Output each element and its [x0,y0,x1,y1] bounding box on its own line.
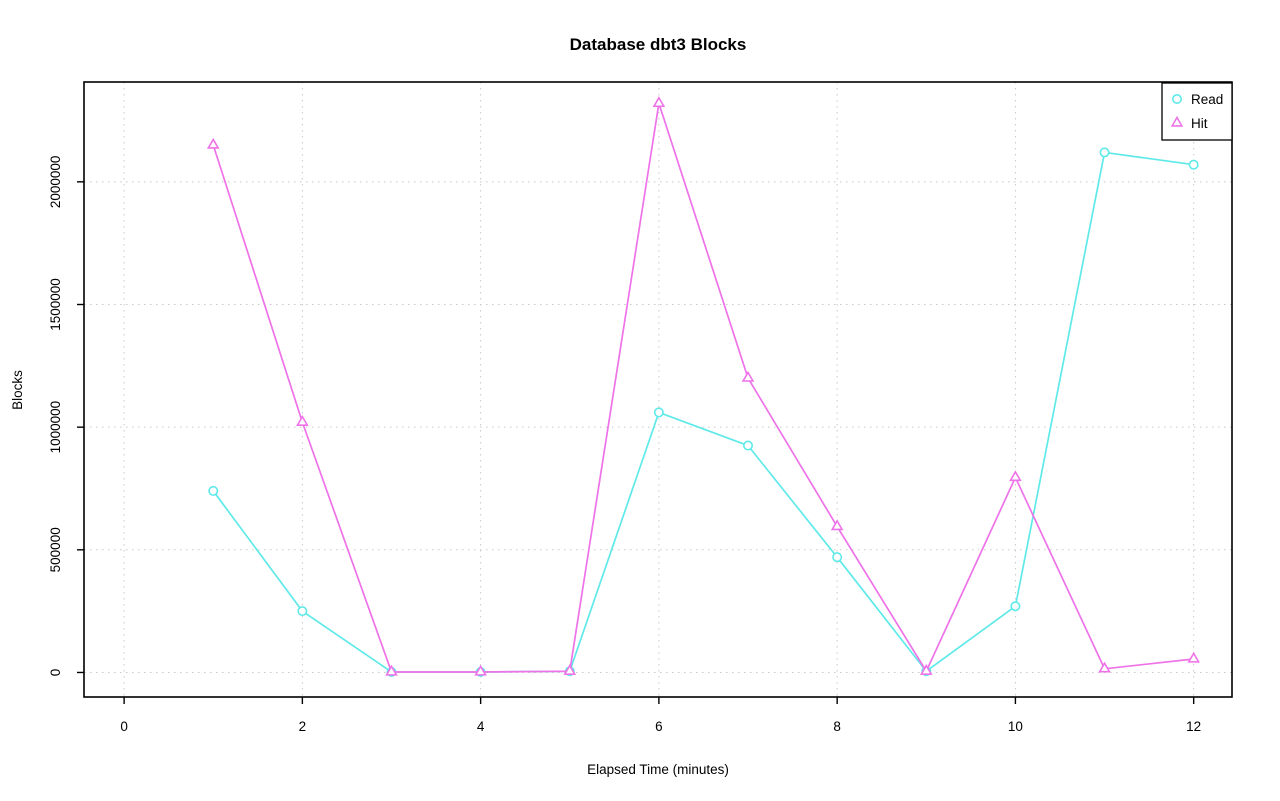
y-tick-label: 2000000 [48,156,63,209]
y-axis-label: Blocks [10,370,25,410]
x-tick-label: 0 [120,719,128,734]
data-series [206,96,1200,677]
hit-data-point [919,664,933,675]
hit-data-point [1098,661,1111,673]
hit-data-point [385,664,398,676]
hit-data-point [741,370,755,382]
chart-title: Database dbt3 Blocks [570,35,747,54]
hit-data-point [652,96,666,108]
legend: Read Hit [1161,82,1233,141]
read-series-line [212,151,1194,673]
read-data-point [743,440,754,451]
read-data-point [208,485,219,496]
hit-data-point [206,137,220,149]
y-tick-label: 500000 [48,527,63,572]
read-data-point [1010,601,1021,612]
hit-data-point [296,415,309,426]
y-tick-label: 1500000 [48,278,63,331]
read-series-marker-icon [1172,94,1183,105]
x-tick-label: 4 [477,719,485,734]
x-tick-label: 2 [299,719,307,734]
y-tick-label: 1000000 [48,401,63,454]
hit-series-line [212,102,1194,673]
legend-label-read: Read [1191,92,1223,107]
plot-border [83,81,1233,698]
legend-box [1161,82,1233,141]
x-tick-label: 8 [833,719,841,734]
hit-data-point [1187,651,1200,663]
axes: 0 2 4 6 8 10 12 0 500000 1000000 1500000 2000000 [48,156,1201,734]
x-tick-label: 10 [1008,719,1023,734]
hit-data-point [830,519,844,531]
read-data-point [1188,159,1199,170]
read-data-point [297,606,308,617]
x-tick-label: 12 [1186,719,1201,734]
hit-data-point [563,664,577,675]
hit-series-marker-icon [1170,115,1184,127]
hit-data-point [1009,470,1022,482]
read-data-point [653,407,664,418]
read-data-point [1099,147,1110,158]
y-tick-label: 0 [48,669,63,677]
legend-label-hit: Hit [1191,116,1208,131]
read-data-point [832,552,843,563]
gridlines [84,82,1232,697]
x-tick-label: 6 [655,719,663,734]
x-axis-label: Elapsed Time (minutes) [587,762,729,777]
hit-data-point [474,664,487,676]
